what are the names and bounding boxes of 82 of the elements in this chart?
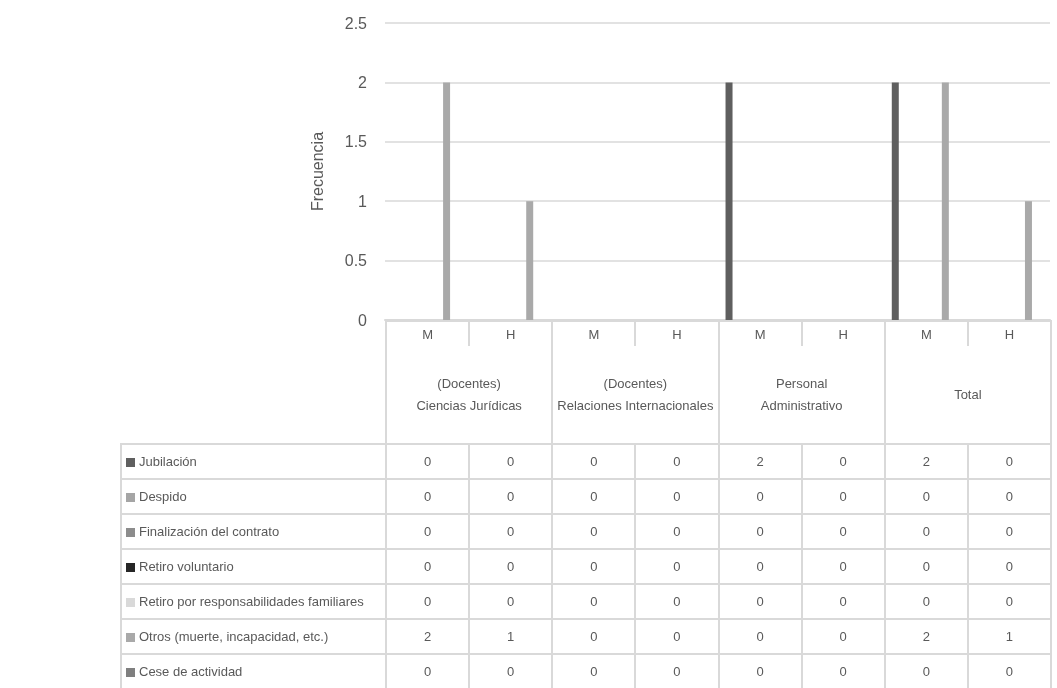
data-label: 0 (386, 514, 470, 549)
data-label: 0 (469, 479, 553, 514)
y-tick-label: 2.5 (344, 14, 368, 32)
legend-label: Jubilación (121, 444, 386, 479)
data-label: 0 (386, 444, 470, 479)
y-tick-label: 1.5 (344, 133, 368, 151)
data-label: 0 (884, 479, 968, 514)
text: Personal Administrativo (759, 374, 844, 415)
data-label: 0 (884, 584, 968, 619)
data-label: 0 (801, 444, 885, 479)
data-label: 0 (552, 619, 636, 654)
data-label: 0 (386, 479, 470, 514)
data-label: 0 (801, 654, 885, 688)
x-tick-label: M (552, 321, 636, 346)
data-label: 0 (386, 549, 470, 584)
data-label: 0 (635, 549, 719, 584)
data-label: 0 (469, 584, 553, 619)
text: (Docentes) Relaciones Internacionales (556, 374, 715, 415)
legend-label: Despido (121, 479, 386, 514)
data-label: 0 (967, 479, 1051, 514)
legend-label: Retiro voluntario (121, 549, 386, 584)
data-label: 0 (552, 549, 636, 584)
data-label: 2 (718, 444, 802, 479)
y-tick-label: 2 (358, 73, 368, 91)
y-axis-title: Frecuencia (308, 131, 326, 212)
data-label: 0 (469, 514, 553, 549)
data-label: 0 (801, 549, 885, 584)
legend-label: Cese de actividad (121, 654, 386, 688)
x-tick-label: H (635, 321, 719, 346)
data-label: 0 (718, 549, 802, 584)
data-label: 0 (718, 514, 802, 549)
data-label: 2 (386, 619, 470, 654)
x-tick-label: H (469, 321, 553, 346)
data-label: 2 (884, 619, 968, 654)
data-label: 0 (552, 584, 636, 619)
legend-label: Otros (muerte, incapacidad, etc.) (121, 619, 386, 654)
data-label: 0 (884, 549, 968, 584)
data-label: 0 (635, 479, 719, 514)
data-label: 0 (967, 584, 1051, 619)
data-label: 0 (801, 584, 885, 619)
data-label: 0 (635, 619, 719, 654)
data-label: 1 (469, 619, 553, 654)
data-label: 0 (552, 444, 636, 479)
x-tick-label: M (718, 321, 802, 346)
data-label: 0 (801, 479, 885, 514)
data-label: 0 (386, 654, 470, 688)
data-label: 0 (967, 444, 1051, 479)
data-label: 0 (718, 479, 802, 514)
text: Total (953, 385, 983, 404)
data-label: 0 (552, 479, 636, 514)
legend-label: Finalización del contrato (121, 514, 386, 549)
data-label: 0 (469, 444, 553, 479)
data-label: 1 (967, 619, 1051, 654)
data-label: 0 (552, 654, 636, 688)
data-label: 0 (635, 444, 719, 479)
data-label: 0 (718, 654, 802, 688)
data-label: 0 (801, 514, 885, 549)
data-label: 0 (718, 619, 802, 654)
x-tick-label: M (386, 321, 470, 346)
text: (Docentes) Ciencias Jurídicas (415, 374, 523, 415)
data-label: 0 (884, 514, 968, 549)
x-tick-label: H (801, 321, 885, 346)
y-tick-label: 0.5 (344, 252, 368, 270)
data-label: 0 (469, 654, 553, 688)
legend-label: Retiro por responsabilidades familiares (121, 584, 386, 619)
y-tick-label: 0 (358, 311, 368, 329)
data-label: 0 (967, 654, 1051, 688)
y-tick-label: 1 (358, 192, 368, 210)
data-label: 0 (635, 514, 719, 549)
data-label: 0 (635, 584, 719, 619)
x-tick-label: H (967, 321, 1051, 346)
data-label: 0 (552, 514, 636, 549)
data-label: 0 (718, 584, 802, 619)
x-tick-label: M (884, 321, 968, 346)
data-label: 0 (469, 549, 553, 584)
data-label: 0 (967, 514, 1051, 549)
data-label: 0 (967, 549, 1051, 584)
data-label: 0 (635, 654, 719, 688)
data-label: 0 (801, 619, 885, 654)
data-label: 0 (884, 654, 968, 688)
data-label: 2 (884, 444, 968, 479)
data-label: 0 (386, 584, 470, 619)
